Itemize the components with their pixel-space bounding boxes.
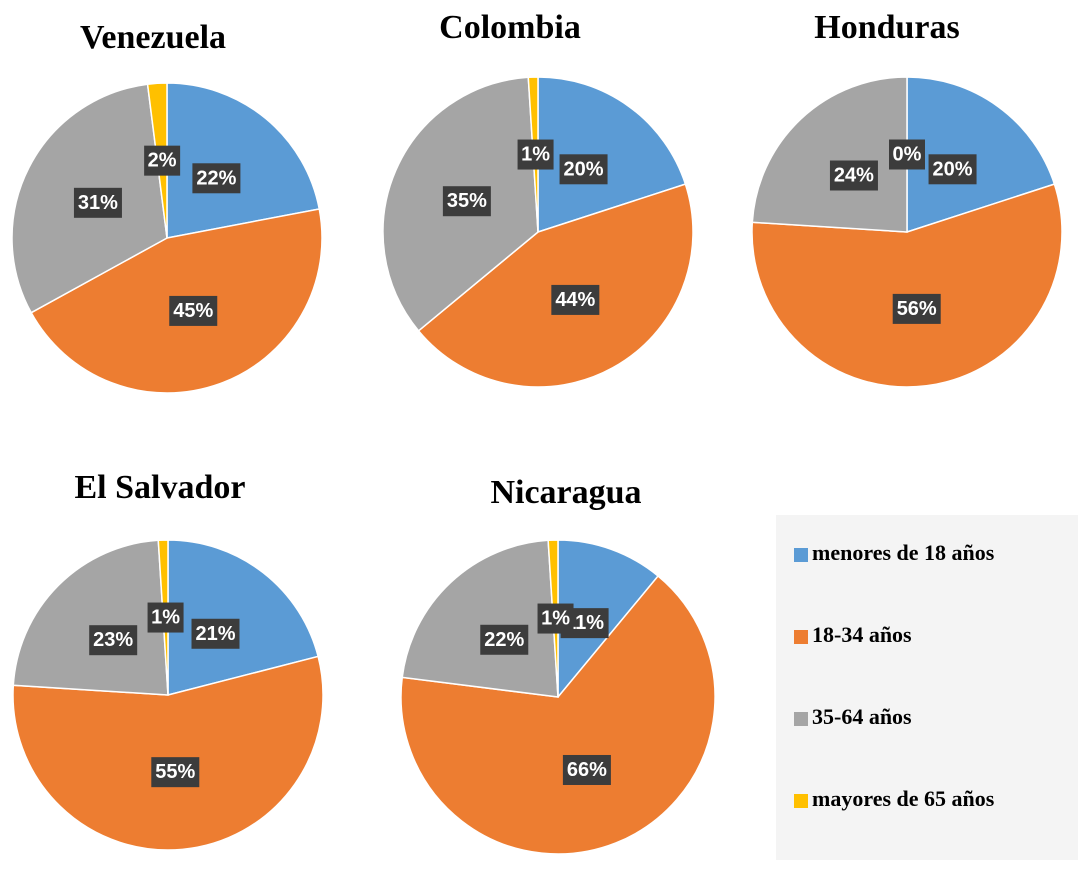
chart-title: El Salvador [75, 469, 246, 506]
data-label-box [559, 154, 608, 185]
data-label: 56% [897, 298, 937, 320]
data-label: 20% [933, 158, 973, 180]
data-label: 31% [78, 192, 118, 214]
legend-box [776, 515, 1078, 860]
pie-slice [12, 655, 324, 851]
data-label-box [517, 139, 554, 170]
data-label: 55% [155, 761, 195, 783]
legend-label: mayores de 65 años [812, 786, 995, 811]
chart-title: Honduras [814, 9, 960, 46]
legend-label: 35-64 años [812, 704, 912, 729]
data-label: 44% [555, 289, 595, 311]
data-label-box [169, 295, 218, 326]
data-label-box [73, 187, 122, 218]
data-label-box [147, 602, 184, 633]
data-label: 1% [151, 607, 180, 629]
pie-slice [400, 574, 716, 855]
data-label-box [191, 618, 240, 649]
data-label: 11% [565, 612, 604, 634]
legend-label: menores de 18 años [812, 540, 995, 565]
data-label-box [889, 139, 925, 170]
data-label-box [144, 145, 181, 176]
data-label: 1% [521, 144, 550, 166]
data-label: 23% [93, 629, 133, 651]
pie-slice [751, 76, 908, 233]
data-label-box [928, 154, 977, 185]
chart-title: Venezuela [80, 19, 226, 56]
data-label-box [892, 293, 941, 324]
legend-swatch [794, 630, 808, 644]
data-label: 24% [834, 165, 874, 187]
chart-title: Colombia [439, 9, 581, 46]
data-label-box [480, 624, 529, 655]
pie-slice [12, 539, 169, 696]
data-label-box [192, 163, 241, 194]
data-label: 66% [567, 759, 607, 781]
data-label-box [442, 186, 491, 217]
pie-slice [167, 539, 320, 696]
data-label-box [829, 160, 878, 191]
chart-title: Nicaragua [490, 474, 641, 511]
data-label: 1% [541, 608, 570, 630]
data-label: 20% [564, 158, 604, 180]
legend-label: 18-34 años [812, 622, 912, 647]
data-label: 45% [173, 300, 213, 322]
pie-slice [401, 539, 559, 698]
data-label-box [551, 284, 600, 315]
pie-slice [166, 82, 321, 239]
pie-slice [537, 76, 687, 234]
data-label: 22% [196, 167, 236, 189]
data-label: 21% [195, 623, 235, 645]
data-label: 22% [484, 629, 524, 651]
data-label-box [537, 603, 574, 634]
data-label: 2% [148, 150, 177, 172]
data-label-box [562, 754, 611, 785]
data-label-box [151, 757, 200, 788]
pie-slice [906, 76, 1056, 234]
data-label: 0% [893, 144, 922, 166]
data-label-box [89, 625, 138, 656]
data-label: 35% [447, 190, 487, 212]
legend-swatch [794, 548, 808, 562]
legend-swatch [794, 794, 808, 808]
legend-swatch [794, 712, 808, 726]
pie-slice [751, 183, 1063, 388]
